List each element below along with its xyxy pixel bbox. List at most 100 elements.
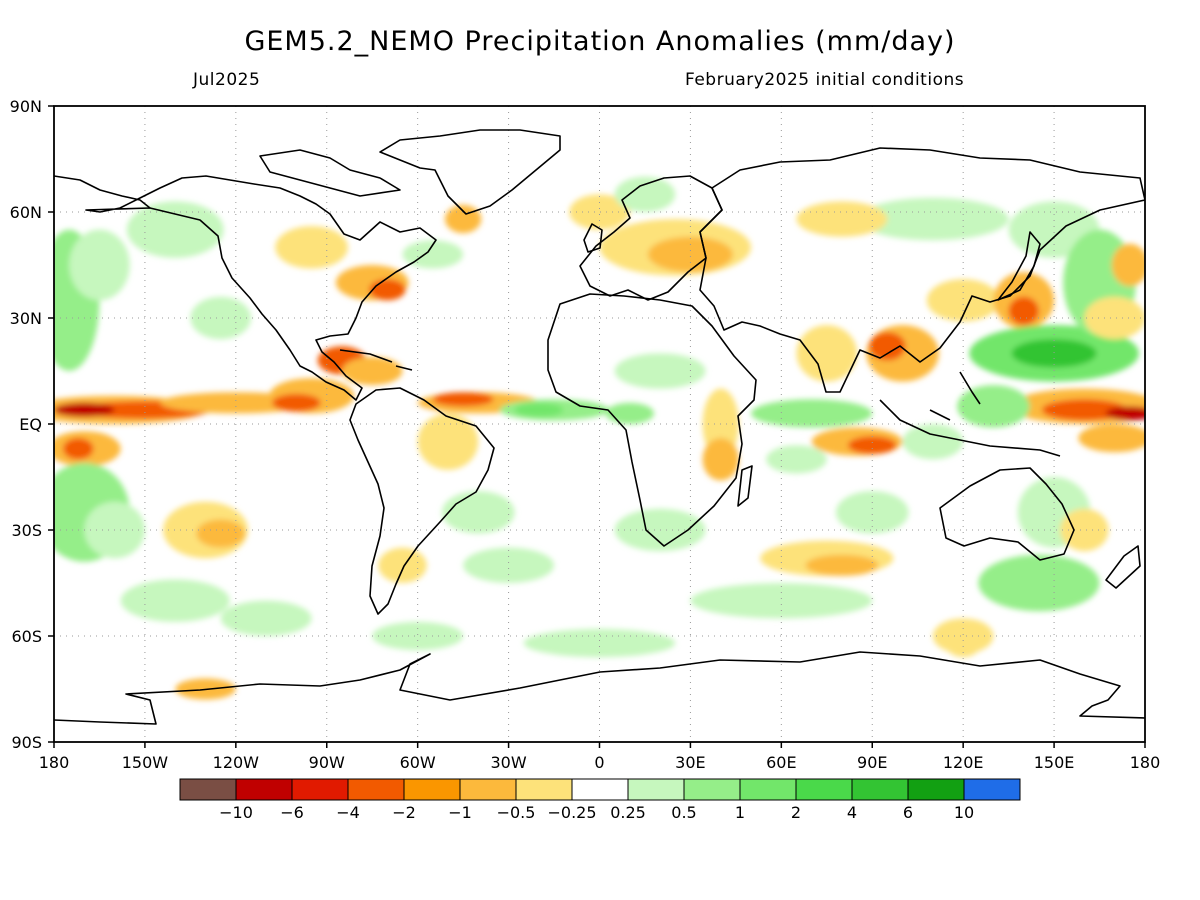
anomaly-patch [614, 176, 676, 212]
graticule [54, 106, 1145, 742]
anomaly-patch [647, 236, 733, 273]
lat-tick-label: 30N [10, 309, 42, 328]
lon-tick-label: 150W [122, 753, 169, 772]
map-title: GEM5.2_NEMO Precipitation Anomalies (mm/… [244, 26, 956, 57]
anomaly-patch [702, 438, 739, 481]
anomaly-patch [523, 628, 676, 658]
anomaly-patch [869, 332, 906, 361]
anomaly-patch [341, 356, 403, 386]
colorbar-label: −10 [219, 803, 253, 822]
forecast-month: Jul2025 [193, 70, 261, 90]
lon-tick-label: 60E [766, 753, 796, 772]
colorbar-swatch [179, 778, 237, 801]
coastlines [54, 129, 1145, 725]
anomaly-patch [372, 621, 464, 651]
lon-tick-label: 150E [1034, 753, 1075, 772]
alaska-coast [54, 175, 151, 209]
colorbar-label: −1 [448, 803, 472, 822]
anomaly-patch [848, 436, 897, 455]
lon-tick-label: 180 [1130, 753, 1161, 772]
anomaly-patch [378, 547, 427, 583]
anomaly-patch [1060, 508, 1109, 552]
colorbar-label: −0.5 [497, 803, 536, 822]
colorbar-swatch [347, 778, 405, 801]
anomaly-patch [196, 519, 245, 548]
anomaly-patch [444, 204, 482, 234]
colorbar-swatch [459, 778, 517, 801]
anomaly-patch [1111, 243, 1145, 287]
colorbar-label: 2 [791, 803, 801, 822]
colorbar-label: −2 [392, 803, 416, 822]
anomaly-patch [69, 229, 130, 301]
colorbar-label: 10 [954, 803, 974, 822]
arctic-islands [259, 149, 401, 197]
anomaly-patch [220, 600, 312, 636]
colorbar [179, 778, 1021, 801]
south-america-coast [349, 387, 495, 615]
caribbean-islands [339, 349, 413, 371]
longitude-labels: 180 150W 120W 90W 60W 30W 0 30E 60E 90E 120E 150E 18… [39, 742, 1161, 772]
anomaly-patch [902, 424, 964, 460]
colorbar-swatch [291, 778, 349, 801]
lon-tick-label: 0 [594, 753, 604, 772]
colorbar-swatch [683, 778, 741, 801]
africa-coast [547, 293, 757, 547]
anomaly-patch [54, 402, 115, 417]
north-america-coast [85, 175, 437, 401]
anomaly-patch [1078, 424, 1145, 453]
maritime-continent [879, 371, 1061, 457]
anomaly-patch [272, 393, 321, 412]
anomaly-patch [463, 547, 555, 583]
anomaly-patch [417, 413, 479, 470]
colorbar-swatch [795, 778, 853, 801]
lon-tick-label: 180 [39, 753, 70, 772]
colorbar-label: 0.25 [610, 803, 646, 822]
anomaly-field [54, 176, 1145, 700]
anomaly-patch [857, 197, 1009, 241]
lat-tick-label: 60S [11, 627, 42, 646]
anomaly-patch [1105, 406, 1145, 421]
anomaly-patch [1041, 399, 1127, 421]
anomaly-patch [796, 201, 888, 237]
lat-tick-label: 90N [10, 97, 42, 116]
lon-tick-label: 90E [857, 753, 887, 772]
colorbar-swatch [235, 778, 293, 801]
colorbar-label: 1 [735, 803, 745, 822]
latitude-labels: 90N 60N 30N EQ 30S 60S 90S [10, 97, 54, 752]
anomaly-patch [751, 399, 873, 428]
anomaly-patch [120, 579, 230, 622]
lat-tick-label: 60N [10, 203, 42, 222]
lon-tick-label: 60W [400, 753, 436, 772]
anomaly-patch [190, 296, 251, 340]
lat-tick-label: 90S [11, 733, 42, 752]
colorbar-label: 6 [903, 803, 913, 822]
colorbar-swatch [907, 778, 965, 801]
colorbar-label: −4 [336, 803, 360, 822]
anomaly-patch [690, 583, 873, 619]
lat-tick-label: 30S [11, 521, 42, 540]
anomaly-patch [957, 385, 1030, 428]
colorbar-label: −0.25 [547, 803, 596, 822]
anomaly-patch [978, 554, 1100, 612]
lon-tick-label: 120E [943, 753, 984, 772]
colorbar-swatch [851, 778, 909, 801]
anomaly-patch [126, 201, 224, 258]
anomaly-patch [805, 554, 879, 576]
colorbar-swatch [571, 778, 629, 801]
colorbar-labels: −10 −6 −4 −2 −1 −0.5 −0.25 0.25 0.5 1 2 4 6 10 [219, 803, 974, 822]
colorbar-swatch [627, 778, 685, 801]
colorbar-swatch [515, 778, 573, 801]
antarctica-coast [54, 651, 1145, 725]
colorbar-swatch [963, 778, 1021, 801]
anomaly-patch [275, 226, 348, 269]
anomaly-patch [796, 325, 858, 382]
colorbar-swatch [403, 778, 461, 801]
anomaly-patch [441, 491, 515, 534]
lon-tick-label: 90W [309, 753, 345, 772]
anomaly-patch [766, 445, 827, 474]
anomaly-patch [835, 491, 909, 534]
anomaly-patch [402, 240, 464, 269]
lon-tick-label: 120W [213, 753, 260, 772]
anomaly-patch [614, 353, 706, 389]
